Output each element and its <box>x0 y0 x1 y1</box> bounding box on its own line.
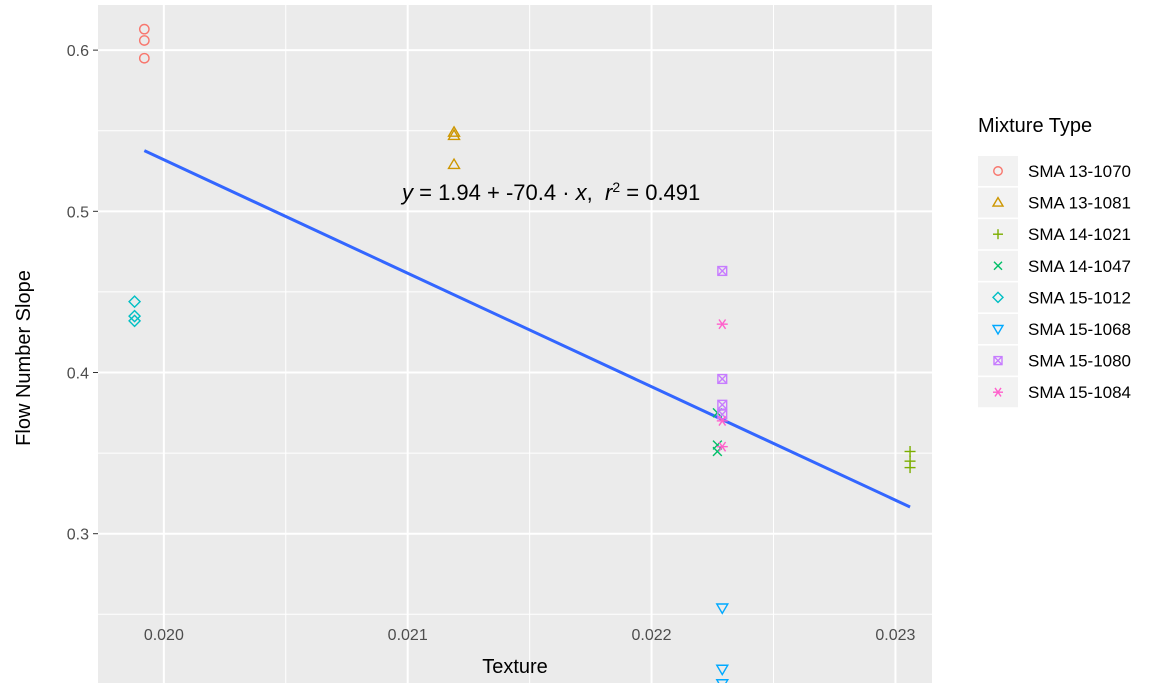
y-tick-label: 0.4 <box>67 366 89 383</box>
legend-item-label: SMA 15-1080 <box>1028 352 1131 371</box>
x-axis-title: Texture <box>482 656 548 678</box>
data-point <box>717 399 728 410</box>
fit-annotation: y = 1.94 + -70.4 · x, r2 = 0.491 <box>400 179 700 205</box>
legend-key-marker <box>993 355 1003 366</box>
data-point <box>128 309 142 323</box>
data-point <box>138 52 150 64</box>
x-tick-label: 0.020 <box>144 627 184 644</box>
y-tick-label: 0.5 <box>67 204 89 221</box>
legend-key-marker <box>992 291 1004 304</box>
legend-key-bg <box>978 282 1018 313</box>
data-point <box>717 373 728 385</box>
data-point <box>447 157 461 170</box>
data-point <box>715 664 730 676</box>
y-tick-label: 0.3 <box>67 527 89 544</box>
data-point <box>717 265 728 277</box>
fit-line <box>143 149 911 509</box>
legend-item-label: SMA 13-1081 <box>1028 194 1131 213</box>
legend-key-marker <box>991 324 1005 336</box>
x-tick-label: 0.022 <box>632 627 672 644</box>
x-tick-label: 0.021 <box>388 627 428 644</box>
data-point <box>716 319 728 330</box>
legend-key-bg <box>978 187 1018 218</box>
points-layer <box>128 23 916 683</box>
legend-title: Mixture Type <box>978 115 1092 137</box>
legend-items: SMA 13-1070 SMA 13-1081 SMA 14-1021 SMA 14-… <box>978 156 1131 408</box>
x-tick-label: 0.023 <box>875 627 915 644</box>
grid-major <box>98 5 932 683</box>
data-point <box>128 314 142 328</box>
legend-item-label: SMA 14-1021 <box>1028 225 1131 244</box>
legend-item-label: SMA 13-1070 <box>1028 162 1131 181</box>
legend-key-marker <box>991 196 1005 207</box>
legend-key-marker <box>993 261 1003 271</box>
legend-item-label: SMA 15-1012 <box>1028 288 1131 307</box>
data-point <box>715 679 730 683</box>
fit-line-layer <box>143 149 911 509</box>
grid-minor <box>98 5 932 683</box>
data-point <box>447 128 461 141</box>
legend-key-bg <box>978 314 1018 344</box>
legend-key-marker <box>993 166 1003 176</box>
legend-item-label: SMA 14-1047 <box>1028 257 1131 276</box>
data-point <box>447 125 461 137</box>
legend-key-marker <box>993 387 1003 397</box>
legend-item-label: SMA 15-1068 <box>1028 320 1131 339</box>
data-point <box>904 445 916 457</box>
plot-panel <box>98 5 932 683</box>
legend-key-marker <box>993 229 1003 240</box>
data-point <box>138 35 150 46</box>
data-point <box>138 23 150 35</box>
legend-key-bg <box>978 156 1018 186</box>
data-point <box>716 441 728 452</box>
data-point <box>716 415 728 426</box>
legend-item-label: SMA 15-1084 <box>1028 383 1131 402</box>
data-point <box>715 603 730 615</box>
y-axis-title: Flow Number Slope <box>13 270 35 446</box>
data-point <box>128 295 142 309</box>
data-point <box>904 462 916 474</box>
y-tick-label: 0.6 <box>67 43 89 60</box>
